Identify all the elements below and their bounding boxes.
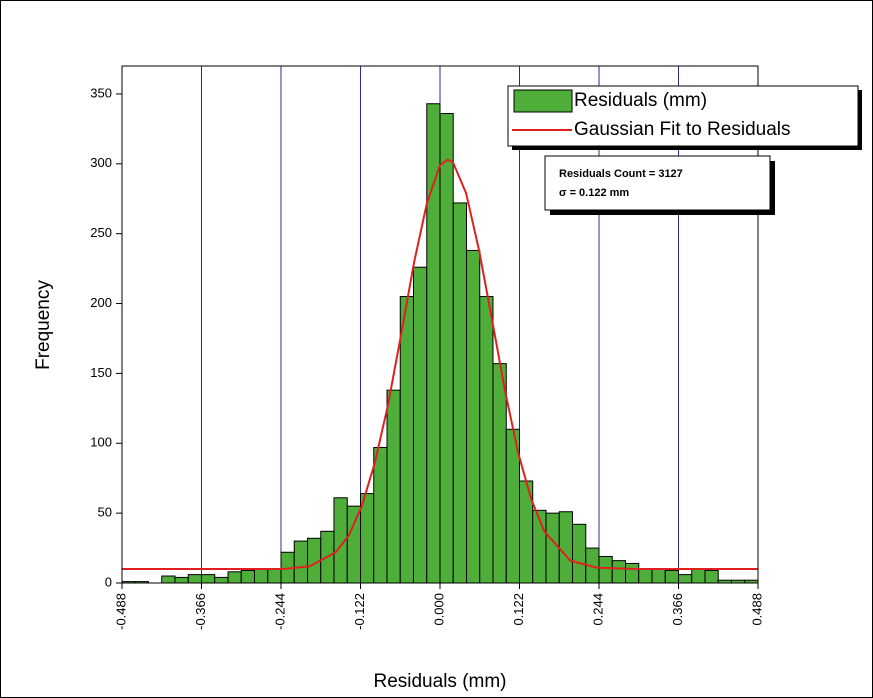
x-tick-label: 0.122 [511, 593, 526, 626]
bar [346, 505, 362, 584]
bar [161, 575, 176, 584]
bar [625, 562, 640, 584]
bar [691, 568, 706, 584]
bar [479, 296, 494, 584]
bar [664, 569, 680, 584]
bar [466, 249, 481, 584]
bar [439, 113, 454, 584]
legend-label: Gaussian Fit to Residuals [574, 119, 791, 140]
bar [267, 568, 282, 584]
bar [704, 569, 719, 584]
x-tick-label: -0.488 [113, 593, 128, 630]
bar [214, 576, 229, 584]
bar [253, 568, 269, 584]
bar [412, 266, 428, 584]
bar [558, 511, 573, 584]
bar [373, 446, 388, 584]
bar [492, 363, 507, 584]
bar [638, 568, 653, 584]
y-tick-label: 350 [90, 85, 112, 100]
bar [399, 296, 414, 584]
y-tick-label: 200 [90, 295, 112, 310]
bar [598, 555, 613, 584]
y-tick-label: 150 [90, 365, 112, 380]
bar [227, 571, 242, 584]
bar [187, 574, 203, 584]
y-tick-label: 300 [90, 155, 112, 170]
x-axis-title: Residuals (mm) [373, 671, 506, 692]
x-tick-label: 0.244 [590, 593, 605, 626]
y-tick-label: 100 [90, 435, 112, 450]
plot-border [121, 65, 759, 584]
x-tick-label: 0.000 [431, 593, 446, 626]
x-tick-label: -0.244 [272, 593, 287, 630]
y-axis-title: Frequency [33, 280, 54, 370]
legend-label: Residuals (mm) [574, 90, 707, 111]
x-tick-label: -0.366 [193, 593, 208, 630]
annotation: σ = 0.122 mm [559, 187, 629, 199]
bar [426, 103, 441, 584]
bar [293, 540, 309, 584]
bar [174, 576, 189, 584]
bar [678, 574, 693, 584]
x-tick-label: 0.366 [670, 593, 685, 626]
annotation: Residuals Count = 3127 [559, 168, 683, 180]
y-tick-label: 0 [105, 574, 112, 589]
y-tick-label: 250 [90, 225, 112, 240]
bar [240, 569, 255, 584]
x-tick-label: 0.488 [749, 593, 764, 626]
bar [611, 560, 627, 584]
bar [452, 202, 468, 584]
legend-swatch [513, 89, 573, 113]
bar [386, 389, 401, 584]
x-tick-label: -0.122 [352, 593, 367, 630]
bar [571, 523, 587, 584]
y-tick-label: 50 [98, 505, 112, 520]
bar [651, 568, 666, 584]
note-box [544, 155, 771, 211]
fit-line [122, 158, 758, 571]
bar [201, 574, 216, 584]
bar [545, 512, 560, 584]
